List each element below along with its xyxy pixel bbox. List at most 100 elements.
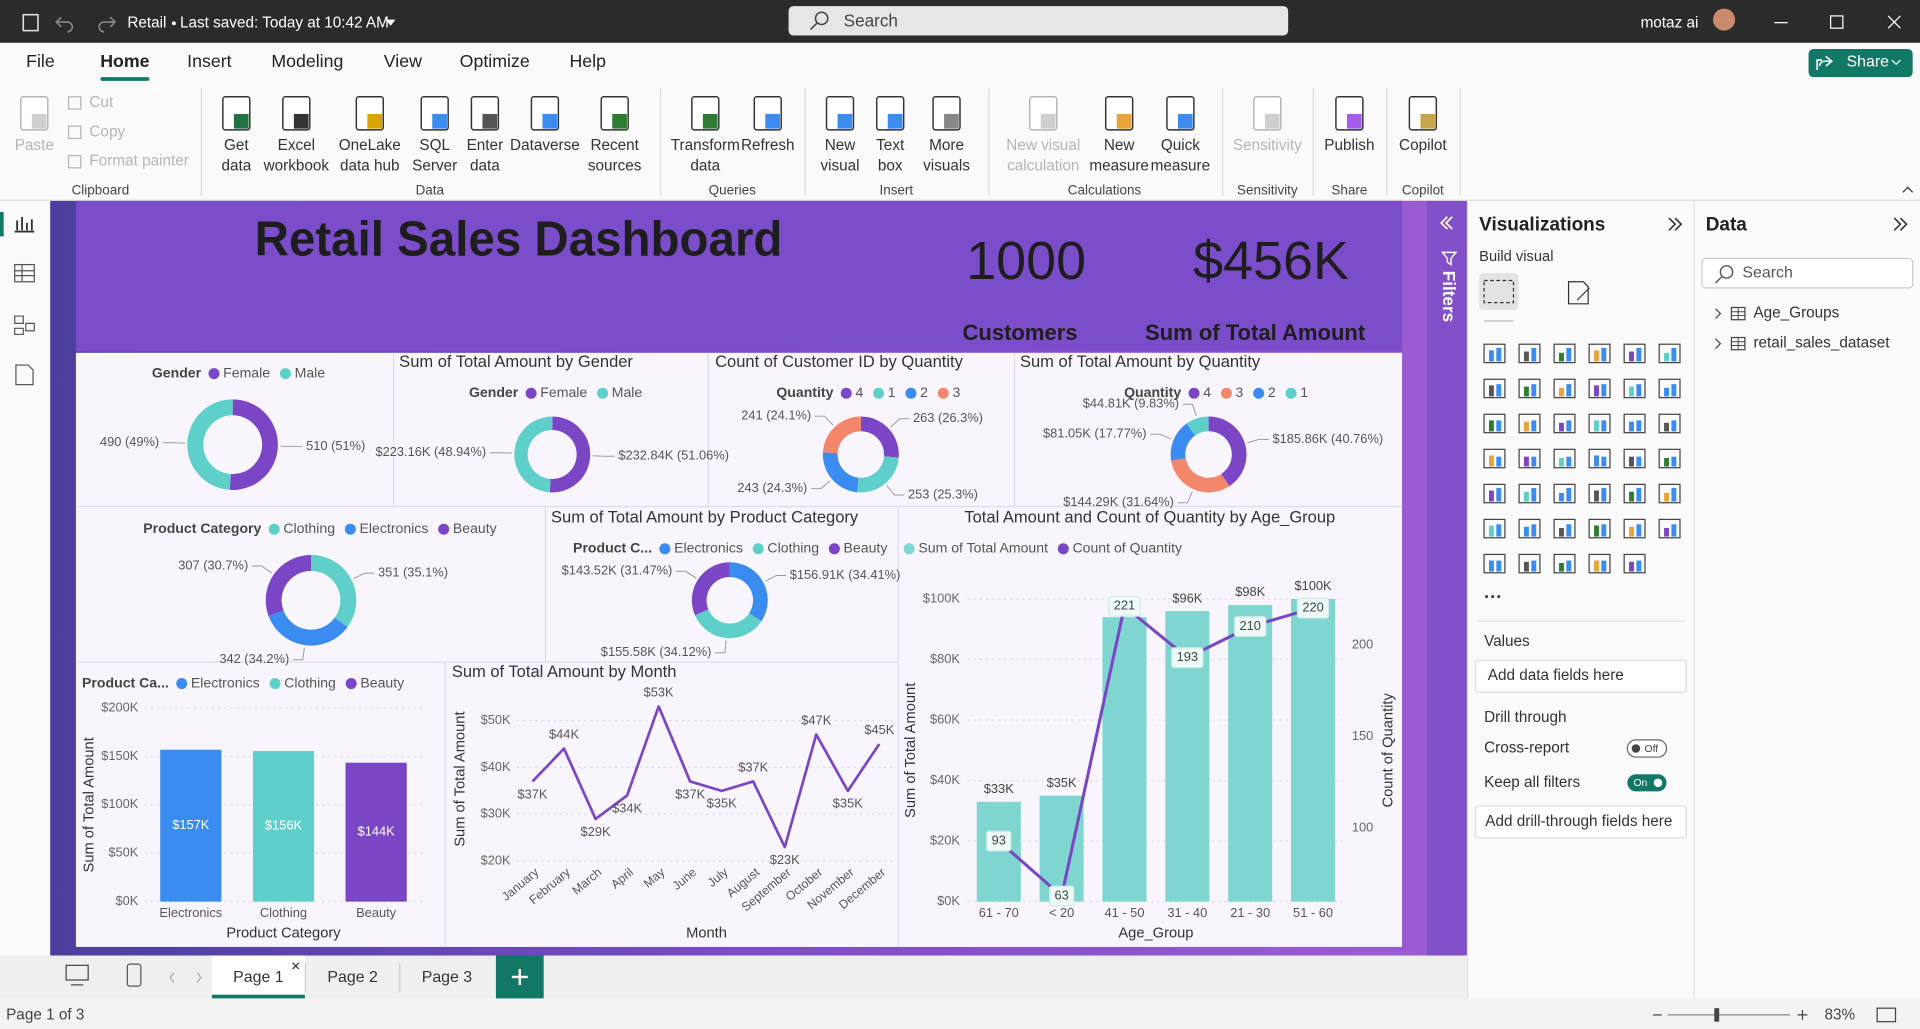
ribbon-button-label[interactable]: Refresh [741,137,795,154]
visual-type-icon[interactable] [1658,413,1681,434]
visual-type-icon[interactable] [1553,343,1576,364]
ribbon-tab[interactable]: View [384,51,422,71]
donut-slice[interactable] [691,562,730,616]
avatar[interactable] [1713,8,1736,31]
donut-slice[interactable] [729,562,768,622]
visual-type-icon[interactable] [1623,343,1646,364]
visual-type-icon[interactable] [1588,448,1611,469]
table-view-icon[interactable] [14,263,35,283]
ribbon-button-label[interactable]: box [878,158,903,175]
legend-label[interactable]: Female [540,384,587,400]
visual-type-icon[interactable] [1483,378,1506,399]
build-visual-tab[interactable] [1479,273,1519,310]
legend-label[interactable]: 1 [888,384,896,400]
visual-type-icon[interactable] [1483,448,1506,469]
visual-type-icon[interactable] [1483,553,1506,574]
visual-type-icon[interactable] [1553,413,1576,434]
data-search[interactable] [1701,257,1914,289]
bar[interactable] [345,762,407,902]
visual-type-icon[interactable] [1553,378,1576,399]
ribbon-button-label[interactable]: workbook [263,158,330,175]
legend-label[interactable]: Clothing [284,674,336,690]
expand-pane[interactable] [1668,217,1683,231]
format-visual-icon[interactable] [1567,281,1590,305]
ribbon-button-label[interactable]: New [1104,137,1136,154]
legend-label[interactable]: 3 [1236,384,1244,400]
visual-type-icon[interactable] [1658,343,1681,364]
next-page[interactable] [196,972,202,983]
drop-zone[interactable] [1474,805,1687,839]
visual-type-icon[interactable] [1518,448,1541,469]
bar[interactable] [160,749,222,902]
search-box[interactable] [788,6,1289,36]
more-visuals[interactable] [1491,595,1495,599]
legend-label[interactable]: Electronics [674,540,743,556]
report-view-icon[interactable] [14,216,35,233]
donut-slice[interactable] [514,416,553,493]
dropdown-caret[interactable] [385,19,396,26]
visual-type-icon[interactable] [1518,553,1541,574]
visual-type-icon[interactable] [1658,378,1681,399]
ribbon-button-label[interactable]: New [825,137,857,154]
legend-label[interactable]: Beauty [360,674,405,690]
legend-label[interactable]: 4 [1203,384,1211,400]
bar[interactable] [252,751,315,902]
legend-label[interactable]: Count of Quantity [1072,540,1182,556]
table-name[interactable]: Age_Groups [1753,305,1839,322]
legend-label[interactable]: 2 [1268,384,1276,400]
donut-slice[interactable] [1186,416,1209,436]
ribbon-button-label[interactable]: visuals [923,158,970,175]
legend-label[interactable]: 1 [1300,384,1308,400]
desktop-view-icon[interactable] [65,964,89,981]
donut-slice[interactable] [1171,458,1230,493]
table-name[interactable]: retail_sales_dataset [1753,335,1890,352]
redo-icon[interactable] [98,16,117,33]
active-page-tab[interactable] [211,955,305,999]
prev-page[interactable] [169,972,175,983]
ribbon-button-label[interactable]: Copilot [1399,137,1447,154]
ribbon-button-label[interactable]: measure [1151,158,1211,175]
fit-to-page[interactable] [1876,1007,1897,1023]
filters-label[interactable]: Filters [1439,271,1459,322]
donut-slice[interactable] [822,452,859,493]
ribbon-button-label[interactable]: More [929,137,964,154]
visual-type-icon[interactable] [1518,378,1541,399]
visual-type-icon[interactable] [1483,413,1506,434]
visual-type-icon[interactable] [1588,553,1611,574]
mobile-view-icon[interactable] [126,963,142,987]
drop-zone[interactable] [1474,659,1687,693]
zoom-thumb[interactable] [1714,1008,1720,1022]
visual-type-icon[interactable] [1553,553,1576,574]
ribbon-tab[interactable]: Help [570,51,607,71]
donut-slice[interactable] [857,456,899,493]
visual-type-icon[interactable] [1553,518,1576,539]
model-view-icon[interactable] [14,315,35,336]
ribbon-button-label[interactable]: Publish [1324,137,1374,154]
page-tab[interactable]: Page 1 [233,969,284,986]
expand-table[interactable] [1715,308,1722,319]
more-visuals[interactable] [1485,595,1489,599]
donut-slice[interactable] [822,416,861,454]
visual-type-icon[interactable] [1658,518,1681,539]
visual-type-icon[interactable] [1588,378,1611,399]
visual-type-icon[interactable] [1553,448,1576,469]
legend-label[interactable]: 4 [855,384,863,400]
donut-slice[interactable] [265,554,312,617]
ribbon-button-label[interactable]: Excel [278,137,315,154]
visual-type-icon[interactable] [1588,413,1611,434]
visual-type-icon[interactable] [1623,518,1646,539]
close-page[interactable] [292,962,300,970]
dax-view-icon[interactable] [15,364,34,386]
expand-pane[interactable] [1893,217,1908,231]
collapse-ribbon[interactable] [1902,186,1914,193]
bar[interactable] [1228,605,1273,902]
legend-label[interactable]: Male [295,364,326,380]
donut-slice[interactable] [229,399,278,490]
ribbon-button-label[interactable]: data [221,158,251,175]
visual-type-icon[interactable] [1658,448,1681,469]
ribbon-button-label[interactable]: Enter [467,137,504,154]
donut-slice[interactable] [860,416,899,458]
visual-type-icon[interactable] [1483,343,1506,364]
visual-type-icon[interactable] [1483,483,1506,504]
maximize[interactable] [1830,15,1844,29]
